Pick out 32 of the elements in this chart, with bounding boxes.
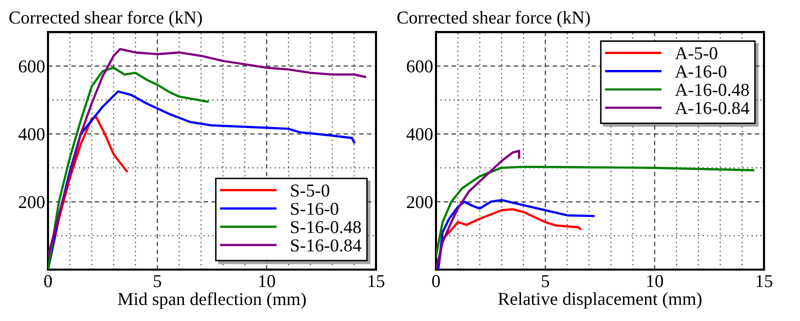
x-tick-label: 5 <box>154 275 162 288</box>
y-tick-label: 400 <box>406 128 433 140</box>
legend-label: A-16-0.84 <box>675 102 750 114</box>
y-tick-label: 200 <box>406 196 433 208</box>
legend-label: A-16-0.48 <box>675 84 749 96</box>
legend-label: A-16-0 <box>675 65 726 78</box>
x-axis-title: Relative displacement (mm) <box>498 292 702 309</box>
line-series <box>436 166 754 258</box>
y-tick-label: 200 <box>18 196 45 208</box>
x-tick-label: 5 <box>542 275 550 288</box>
x-tick-label: 15 <box>756 275 772 288</box>
legend-label: S-16-0.48 <box>291 221 361 234</box>
x-tick-label: 15 <box>368 275 384 288</box>
line-series <box>48 116 128 270</box>
x-tick-label: 10 <box>259 275 276 288</box>
legend-label: A-5-0 <box>675 47 718 60</box>
y-tick-label: 400 <box>18 128 45 140</box>
line-series <box>48 66 209 270</box>
legend-label: S-16-0.84 <box>291 239 362 252</box>
line-series <box>436 150 520 270</box>
y-axis-title: Corrected shear force (kN) <box>397 10 590 28</box>
x-axis-title: Mid span deflection (mm) <box>118 292 306 309</box>
x-tick-label: 0 <box>44 275 52 288</box>
line-series <box>437 198 595 270</box>
line-series <box>48 48 366 258</box>
legend-label: S-16-0 <box>291 202 338 215</box>
y-tick-label: 600 <box>406 60 433 72</box>
x-tick-label: 0 <box>432 275 440 288</box>
y-tick-label: 600 <box>18 60 45 72</box>
y-axis-title: Corrected shear force (kN) <box>9 10 202 28</box>
x-tick-label: 10 <box>647 275 664 288</box>
legend-label: S-5-0 <box>291 184 330 197</box>
